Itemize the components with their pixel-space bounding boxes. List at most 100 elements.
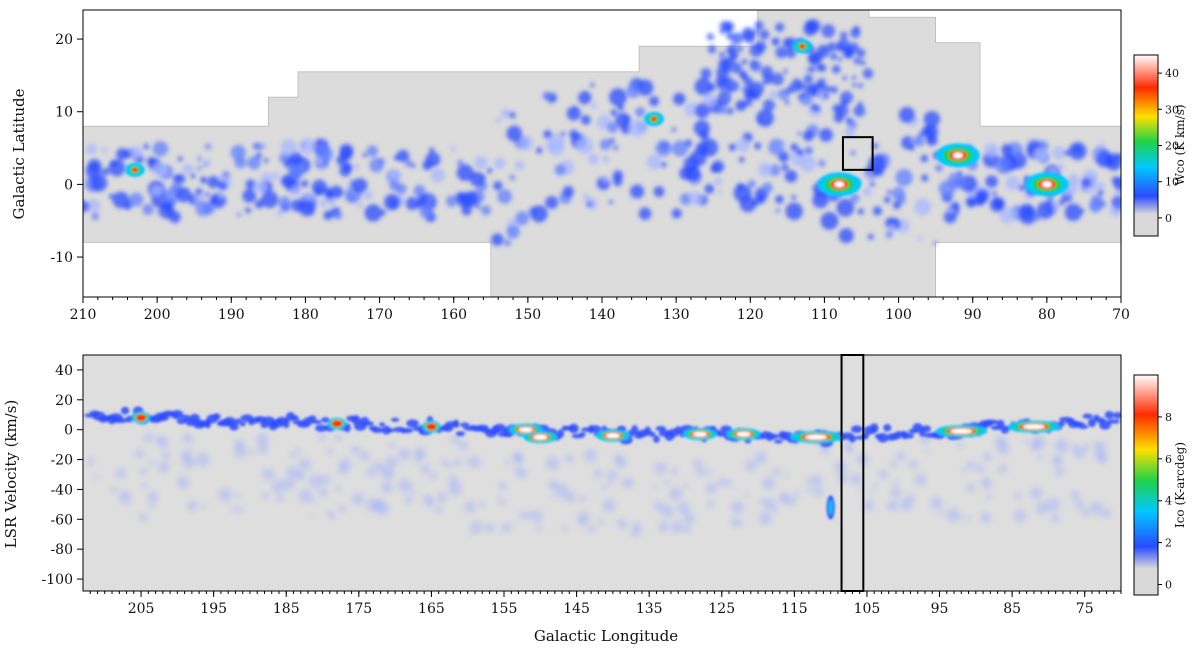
emission-blob bbox=[587, 201, 593, 207]
emission-blob bbox=[236, 212, 242, 218]
emission-blob bbox=[152, 162, 168, 177]
emission-blob bbox=[364, 204, 383, 222]
emission-blob bbox=[1057, 163, 1064, 171]
emission-blob bbox=[309, 513, 315, 518]
emission-blob bbox=[446, 462, 453, 469]
x-tick-label: 110 bbox=[811, 307, 838, 323]
emission-blob bbox=[515, 467, 527, 479]
emission-blob bbox=[177, 156, 183, 162]
emission-blob bbox=[719, 20, 731, 32]
emission-blob bbox=[818, 63, 827, 72]
x-tick-label: 120 bbox=[737, 307, 764, 323]
emission-core bbox=[692, 431, 708, 437]
emission-blob bbox=[455, 431, 466, 437]
emission-blob bbox=[290, 415, 299, 421]
emission-blob bbox=[590, 82, 595, 88]
y-tick-label: -20 bbox=[50, 453, 73, 469]
emission-blob bbox=[717, 477, 727, 487]
emission-blob bbox=[195, 188, 203, 196]
bottom-x-axis: 205 195 185 175 165 155 145 135 125 115 105 95 85 75 bbox=[89, 591, 1122, 617]
x-tick-label: 155 bbox=[491, 601, 518, 617]
emission-blob bbox=[831, 64, 841, 74]
emission-blob bbox=[652, 484, 657, 490]
emission-blob bbox=[631, 425, 639, 435]
emission-blob bbox=[290, 185, 302, 197]
emission-blob bbox=[805, 478, 811, 484]
emission-blob bbox=[607, 121, 619, 133]
emission-blob bbox=[917, 236, 923, 241]
x-tick-label: 195 bbox=[200, 601, 227, 617]
emission-blob bbox=[730, 62, 742, 74]
emission-blob bbox=[577, 511, 590, 525]
emission-blob bbox=[827, 41, 837, 52]
emission-blob bbox=[506, 125, 523, 142]
emission-blob bbox=[820, 212, 839, 230]
emission-blob bbox=[782, 38, 792, 48]
emission-blob bbox=[696, 467, 706, 477]
emission-blob bbox=[1100, 508, 1111, 519]
emission-blob bbox=[872, 143, 879, 149]
emission-blob bbox=[844, 127, 856, 138]
emission-blob bbox=[749, 43, 764, 58]
emission-blob bbox=[1099, 420, 1111, 430]
emission-blob bbox=[282, 419, 290, 429]
emission-blob bbox=[694, 77, 712, 96]
emission-core bbox=[736, 431, 751, 437]
bottom-colorbar-label: Ico (K-arcdeg) bbox=[1173, 442, 1187, 528]
emission-blob bbox=[850, 27, 861, 39]
emission-blob bbox=[924, 449, 929, 454]
emission-blob bbox=[369, 158, 384, 173]
emission-blob bbox=[545, 456, 559, 470]
emission-blob bbox=[793, 490, 800, 497]
emission-blob bbox=[869, 423, 879, 433]
bottom-colorbar: 8 6 4 2 0 Ico (K-arcdeg) bbox=[1133, 374, 1187, 596]
emission-blob bbox=[157, 461, 170, 473]
emission-blob bbox=[763, 74, 774, 85]
emission-blob bbox=[617, 518, 625, 527]
emission-blob bbox=[883, 424, 892, 432]
emission-blob bbox=[413, 447, 427, 460]
emission-blob bbox=[850, 150, 856, 156]
emission-blob bbox=[706, 482, 718, 494]
emission-blob bbox=[369, 462, 375, 467]
latitude-map-panel: 210 200 190 180 170 160 150 140 130 120 110 100 90 80… bbox=[10, 9, 1187, 323]
x-tick-label: 100 bbox=[885, 307, 912, 323]
colorbar-tick-label: 4 bbox=[1165, 495, 1172, 508]
emission-blob bbox=[500, 108, 511, 119]
y-tick-label: -80 bbox=[50, 542, 73, 558]
x-tick-label: 145 bbox=[563, 601, 590, 617]
top-colorbar: 40 30 20 10 0 Wco (K km/s) bbox=[1133, 54, 1187, 237]
emission-blob bbox=[807, 52, 820, 66]
emission-blob bbox=[525, 511, 534, 520]
emission-blob bbox=[700, 138, 719, 157]
emission-blob bbox=[609, 88, 627, 106]
emission-blob bbox=[337, 464, 349, 475]
emission-blob bbox=[170, 181, 183, 194]
emission-blob bbox=[176, 476, 190, 489]
x-tick-label: 205 bbox=[128, 601, 155, 617]
emission-blob bbox=[717, 90, 732, 105]
x-tick-label: 135 bbox=[636, 601, 663, 617]
emission-blob bbox=[903, 433, 915, 439]
emission-blob bbox=[1107, 419, 1121, 424]
emission-blob bbox=[209, 196, 219, 206]
emission-blob bbox=[996, 419, 1005, 429]
emission-blob bbox=[932, 240, 938, 245]
emission-blob bbox=[938, 180, 956, 197]
emission-blob bbox=[229, 422, 239, 431]
emission-blob bbox=[670, 467, 678, 475]
emission-blob bbox=[950, 201, 960, 211]
bottom-x-axis-title: Galactic Longitude bbox=[534, 627, 678, 645]
emission-blob bbox=[1051, 514, 1060, 523]
emission-blob bbox=[679, 193, 693, 206]
emission-core bbox=[1041, 181, 1052, 188]
emission-blob bbox=[856, 48, 866, 58]
emission-blob bbox=[700, 68, 712, 80]
colorbar-tick-label: 0 bbox=[1165, 212, 1172, 225]
emission-blob bbox=[239, 421, 246, 427]
emission-blob bbox=[745, 99, 753, 107]
emission-blob bbox=[706, 500, 715, 508]
emission-blob bbox=[242, 188, 257, 203]
emission-core bbox=[950, 428, 973, 434]
emission-blob bbox=[957, 441, 964, 449]
